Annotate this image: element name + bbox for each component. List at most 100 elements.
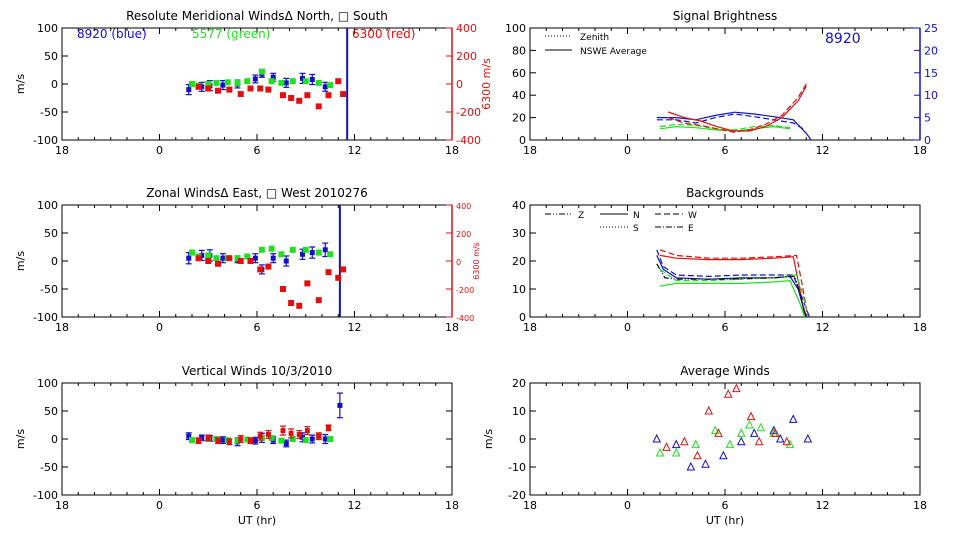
average-y-axis-label: m/s [482, 429, 495, 449]
average-plot-frame [529, 382, 921, 496]
backgrounds-legend-entry: E [688, 224, 694, 234]
average-blue-point [749, 428, 759, 437]
meridional-red-point [265, 86, 272, 93]
zonal-y-tick-label: -50 [40, 283, 58, 296]
zonal-title-glyph1: Δ [220, 186, 229, 200]
brightness-x-tick-label: 0 [624, 144, 631, 157]
vertical-red-point [280, 428, 286, 434]
backgrounds-series-blue-dashed-line [656, 249, 811, 318]
average-blue-point [652, 433, 662, 443]
vertical-blue-point [337, 402, 343, 408]
meridional-y-tick-label: 50 [44, 50, 58, 63]
meridional-annotation-red: 6300 (red) [352, 27, 415, 41]
backgrounds-x-tick-label: 18 [913, 321, 927, 334]
meridional-title-word2: South [353, 9, 388, 23]
brightness-x-tick-label: 12 [816, 144, 830, 157]
meridional-x-tick-label: 0 [156, 144, 163, 157]
meridional-green-point [213, 79, 220, 86]
backgrounds-x-tick-label: 12 [816, 321, 830, 334]
zonal-red-point [226, 255, 233, 262]
brightness-legend-entry: NSWE Average [580, 47, 647, 57]
meridional-red-point [288, 95, 295, 101]
zonal-red-point [195, 255, 202, 262]
brightness-series-red-dashed-line [667, 83, 807, 133]
meridional-green-point [258, 68, 265, 75]
vertical-red-point [288, 430, 294, 436]
meridional-title-word1: North, [297, 9, 334, 23]
average-red-point [704, 405, 714, 415]
meridional-red-point [195, 83, 202, 90]
average-blue-point [803, 433, 813, 443]
average-x-tick-label: 0 [624, 499, 631, 512]
average-x-tick-label: 12 [816, 499, 830, 512]
zonal-green-point [268, 245, 275, 252]
vertical-red-point [265, 432, 271, 438]
meridional-y2-tick-label: 400 [456, 22, 477, 35]
vertical-red-point [316, 433, 322, 439]
zonal-y2-tick-label: -200 [456, 286, 474, 295]
meridional-y2-axis-label: 6300 m/s [480, 58, 493, 110]
meridional-annotation-blue: 8920 (blue) [77, 27, 147, 41]
average-green-point [745, 419, 754, 429]
brightness-legend-entry: Zenith [580, 33, 609, 43]
meridional-red-point [205, 85, 212, 92]
average-green-point [671, 447, 681, 457]
meridional-y2-tick-label: -400 [456, 134, 481, 147]
vertical-blue-point [283, 440, 289, 446]
meridional-y-tick-label: -50 [40, 106, 58, 119]
zonal-y2-tick-label: 400 [456, 202, 471, 211]
zonal-blue-point [322, 247, 328, 253]
vertical-red-point [238, 436, 244, 442]
zonal-blue-point [199, 252, 205, 258]
zonal-green-point [234, 255, 241, 262]
backgrounds-y-tick-label: 30 [512, 227, 526, 240]
zonal-blue-point [186, 255, 192, 261]
meridional-green-point [268, 78, 275, 85]
vertical-x-tick-label: 6 [254, 499, 261, 512]
average-green-point [785, 439, 795, 449]
brightness-x-tick-label: 6 [722, 144, 729, 157]
vertical-blue-point [186, 433, 192, 439]
meridional-red-point [335, 78, 342, 85]
zonal-title-word1: East, [232, 186, 262, 200]
backgrounds-y-tick-label: 0 [519, 311, 526, 324]
brightness-y-tick-label: 100 [505, 22, 526, 35]
vertical-x-tick-label: 18 [445, 499, 459, 512]
vertical-green-point [189, 437, 195, 444]
meridional-green-point [205, 81, 212, 87]
vertical-blue-point [220, 437, 226, 443]
brightness-title: Signal Brightness [673, 9, 778, 23]
brightness-y-tick-label: 0 [519, 134, 526, 147]
meridional-blue-point [252, 76, 258, 82]
meridional-x-tick-label: 6 [254, 144, 261, 157]
zonal-green-point [244, 253, 251, 260]
average-red-point [754, 436, 764, 446]
zonal-x-tick-label: 18 [445, 321, 459, 334]
meridional-blue-point [322, 84, 328, 90]
backgrounds-series-black-dashdotdot-line [656, 263, 807, 318]
average-y-tick-label: 0 [519, 433, 526, 446]
average-title: Average Winds [680, 364, 770, 378]
vertical-y-axis-label: m/s [14, 429, 27, 449]
brightness-y-tick-label: 20 [512, 112, 526, 125]
average-blue-point [788, 414, 798, 423]
zonal-red-point [280, 286, 286, 292]
zonal-blue-point [283, 258, 289, 264]
vertical-x-tick-label: 18 [55, 499, 69, 512]
backgrounds-legend-entry: Z [578, 211, 584, 221]
backgrounds-series-green-dashed-line [659, 268, 809, 318]
zonal-title: Zonal Winds [146, 186, 220, 200]
meridional-green-point [315, 79, 322, 86]
average-x-tick-label: 18 [913, 499, 927, 512]
average-green-point [756, 422, 766, 432]
backgrounds-y-tick-label: 40 [512, 199, 526, 212]
brightness-y2-tick-label: 20 [924, 44, 938, 57]
backgrounds-series-red-dashed-line [659, 249, 809, 318]
zonal-green-point [302, 246, 309, 253]
average-green-point [736, 428, 746, 437]
average-y-tick-label: 10 [512, 405, 526, 418]
backgrounds-plot-frame [529, 204, 921, 318]
backgrounds-title: Backgrounds [686, 186, 764, 200]
